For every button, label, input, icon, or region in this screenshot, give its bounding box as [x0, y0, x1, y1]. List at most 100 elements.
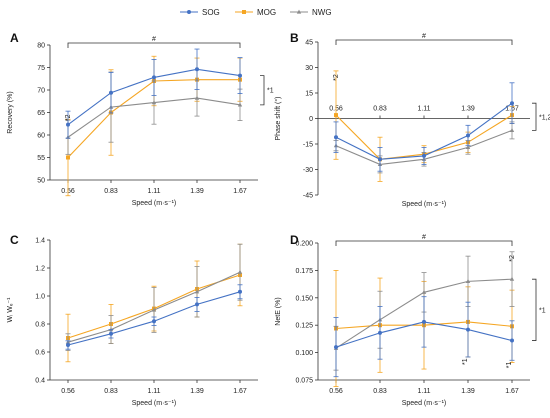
data-point: [66, 343, 70, 347]
panel-label: B: [290, 31, 299, 45]
x-tick-label: 1.11: [147, 188, 160, 195]
y-axis-label: NetE (%): [275, 297, 282, 325]
y-tick-label: 0.8: [35, 322, 45, 329]
legend-marker: [242, 10, 246, 14]
data-point: [194, 95, 200, 100]
x-tick-label: 1.11: [417, 106, 430, 113]
y-tick-label: 0.6: [35, 350, 45, 357]
data-point: [466, 133, 470, 138]
legend-item-sog: SOG: [180, 8, 220, 17]
x-tick-label: 1.67: [233, 188, 247, 195]
y-tick-label: 1.0: [35, 294, 45, 301]
data-point: [422, 153, 426, 158]
data-point: [237, 269, 243, 274]
data-point: [195, 67, 199, 72]
x-tick-label: 1.39: [461, 388, 475, 395]
x-tick-label: 1.39: [190, 388, 204, 395]
legend-label: SOG: [202, 8, 220, 17]
y-tick-label: 0.4: [35, 378, 45, 385]
legend-marker: [296, 9, 302, 14]
data-point: [237, 102, 243, 107]
legend-marker: [187, 10, 191, 14]
significance-mark: #: [422, 33, 426, 40]
significance-bracket: [532, 102, 537, 131]
significance-mark: *1: [462, 358, 469, 365]
data-point: [109, 331, 113, 336]
y-tick-label: 65: [37, 110, 45, 117]
legend-item-mog: MOG: [235, 8, 276, 17]
data-point: [421, 289, 427, 294]
data-point: [334, 135, 338, 140]
x-axis-label: Speed (m·s⁻¹): [402, 201, 447, 208]
panel-label: D: [290, 233, 299, 247]
x-tick-label: 1.11: [417, 388, 430, 395]
y-tick-label: 70: [37, 88, 45, 95]
x-tick-label: 0.83: [104, 188, 118, 195]
y-axis-label: Phase shift (°): [274, 96, 282, 140]
data-point: [151, 307, 157, 312]
y-tick-label: -30: [303, 167, 313, 174]
data-point: [510, 338, 514, 343]
y-tick-label: 1.4: [35, 238, 45, 245]
data-point: [66, 155, 70, 160]
y-tick-label: 80: [37, 43, 45, 50]
data-point: [465, 278, 471, 283]
significance-mark: *1: [267, 88, 274, 95]
significance-bracket: [335, 39, 513, 45]
significance-mark: *1: [539, 307, 546, 314]
x-tick-label: 0.56: [329, 388, 343, 395]
y-tick-label: 0.075: [295, 378, 313, 385]
data-point: [466, 327, 470, 332]
data-point: [152, 319, 156, 324]
legend-item-nwg: NWG: [290, 8, 332, 17]
panel-label: A: [10, 31, 19, 45]
y-tick-label: 30: [305, 65, 313, 72]
series-sog: [65, 48, 243, 139]
data-point: [195, 302, 199, 307]
y-tick-label: 0.200: [295, 241, 313, 248]
y-tick-label: -45: [303, 193, 313, 200]
x-tick-label: 1.39: [461, 106, 475, 113]
data-point: [465, 145, 471, 149]
y-tick-label: 1.2: [35, 266, 45, 273]
x-tick-label: 0.56: [61, 388, 75, 395]
y-tick-label: 0.150: [295, 295, 313, 302]
significance-mark: *2: [65, 114, 72, 121]
significance-mark: *2: [509, 255, 516, 262]
legend-label: MOG: [257, 8, 276, 17]
data-point: [509, 128, 515, 132]
y-tick-label: 15: [305, 91, 313, 98]
y-tick-label: -15: [303, 142, 313, 149]
data-point: [334, 113, 338, 118]
x-tick-label: 0.83: [104, 388, 118, 395]
data-point: [334, 345, 338, 350]
panels: A 50 55 60 65 70 75 80 Recovery (%) 0.56 0.83 1.11 1…: [7, 31, 550, 407]
legend: SOG MOG NWG: [180, 8, 332, 17]
y-tick-label: 55: [37, 155, 45, 162]
panel-c: C 0.4 0.6 0.8 1.0 1.2 1.4 Wᵢ Wₑ⁻¹ 0.56 0.83 1.11 1.…: [7, 233, 258, 407]
series-nwg: [65, 243, 243, 352]
series-sog: [333, 82, 515, 172]
significance-mark: #: [152, 36, 156, 43]
y-tick-label: 60: [37, 133, 45, 140]
data-point: [510, 101, 514, 106]
significance-bracket: [335, 240, 513, 246]
x-tick-label: 0.83: [373, 388, 387, 395]
x-axis-label: Speed (m·s⁻¹): [132, 200, 177, 207]
data-point: [238, 289, 242, 294]
significance-mark: *1,2: [539, 114, 550, 121]
x-tick-label: 1.67: [505, 388, 519, 395]
panel-label: C: [10, 233, 19, 247]
data-point: [378, 157, 382, 162]
significance-mark: #: [422, 234, 426, 241]
x-axis-label: Speed (m·s⁻¹): [132, 400, 177, 407]
y-tick-label: 45: [305, 40, 313, 47]
data-point: [66, 122, 70, 127]
significance-bracket: [67, 42, 241, 48]
significance-mark: *1: [506, 362, 513, 369]
significance-bracket: [260, 75, 265, 106]
data-point: [152, 75, 156, 80]
